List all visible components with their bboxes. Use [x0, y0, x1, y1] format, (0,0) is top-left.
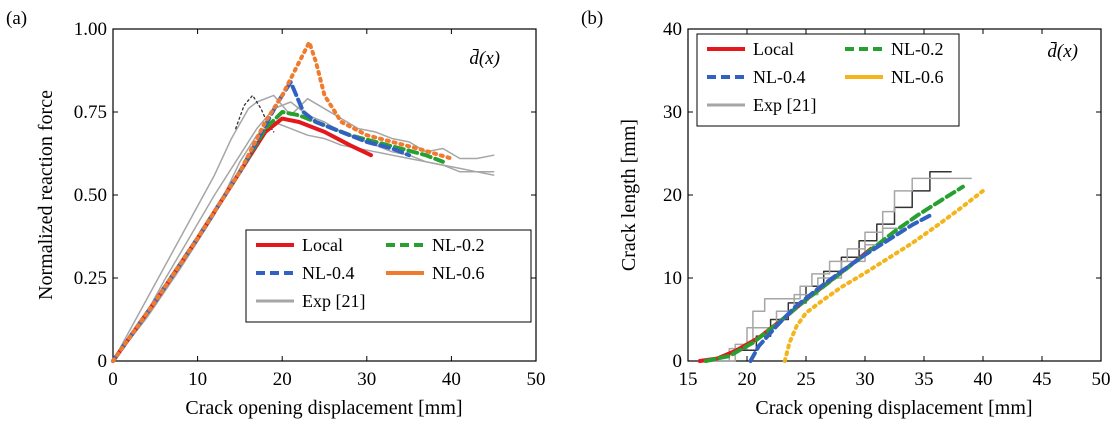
y-tick-label: 0 [98, 351, 108, 372]
panel-a: (a) d̄(x) Crack opening displacement [mm… [6, 8, 546, 419]
series-line-nl-0-4 [748, 212, 934, 363]
panel-b-ticks: 15 20 25 30 35 40 45 50 0 10 20 30 40 [663, 19, 1111, 390]
y-tick-label: 30 [663, 102, 682, 123]
panel-b-series [697, 171, 985, 363]
series-line-exp-21 [112, 94, 495, 362]
y-tick-label: 0.50 [74, 185, 107, 206]
panel-b-label: (b) [581, 8, 603, 29]
y-tick-label: 20 [663, 185, 682, 206]
panel-b-ylabel: Crack length [mm] [618, 119, 640, 271]
x-tick-label: 30 [357, 369, 376, 390]
panel-a-series [111, 40, 495, 363]
x-tick-label: 40 [974, 369, 993, 390]
panel-a-ylabel: Normalized reaction force [35, 90, 57, 300]
x-tick-label: 10 [188, 369, 207, 390]
y-tick-label: 0 [673, 351, 683, 372]
legend-label: NL-0.2 [891, 39, 944, 59]
legend-label: NL-0.2 [432, 235, 485, 255]
panel-a-annotation: d̄(x) [469, 48, 500, 69]
x-tick-label: 0 [108, 369, 118, 390]
series-line-nl-0-6 [111, 40, 454, 363]
x-tick-label: 25 [797, 369, 816, 390]
x-tick-label: 20 [273, 369, 292, 390]
x-tick-label: 40 [442, 369, 461, 390]
panel-a-label: (a) [6, 8, 27, 29]
x-tick-label: 35 [915, 369, 934, 390]
legend-label: NL-0.6 [432, 263, 485, 283]
legend-label: NL-0.4 [753, 67, 806, 87]
series-line-exp-21 [699, 177, 972, 362]
series-line-nl-0-2 [703, 184, 965, 363]
panel-a-ticks: 0 10 20 30 40 50 0 0.25 0.50 0.75 1.00 [74, 19, 546, 390]
legend-label: Local [302, 235, 343, 255]
legend-label: NL-0.6 [891, 67, 944, 87]
x-tick-label: 50 [527, 369, 546, 390]
legend-label: Exp [21] [302, 291, 365, 311]
x-tick-label: 30 [856, 369, 875, 390]
legend-label: NL-0.4 [302, 263, 355, 283]
panel-a-legend: Local NL-0.2 NL-0.4 NL-0.6 Exp [21] [245, 229, 532, 323]
panel-b-xlabel: Crack opening displacement [mm] [755, 397, 1032, 419]
legend-label: Local [753, 39, 794, 59]
series-line-local [697, 246, 873, 363]
x-tick-label: 20 [738, 369, 757, 390]
y-tick-label: 1.00 [74, 19, 107, 40]
panel-a-xlabel: Crack opening displacement [mm] [185, 397, 462, 419]
panel-b-legend: Local NL-0.2 NL-0.4 NL-0.6 Exp [21] [696, 33, 960, 127]
y-tick-label: 40 [663, 19, 682, 40]
x-tick-label: 45 [1033, 369, 1052, 390]
series-line-nl-0-6 [782, 188, 985, 363]
panel-b-annotation: d̄(x) [1047, 41, 1078, 62]
x-tick-label: 15 [679, 369, 698, 390]
y-tick-label: 0.25 [74, 268, 107, 289]
panel-b: (b) d̄(x) Crack opening displacement [mm… [581, 8, 1111, 419]
y-tick-label: 0.75 [74, 102, 107, 123]
x-tick-label: 50 [1092, 369, 1111, 390]
y-tick-label: 10 [663, 268, 682, 289]
legend-label: Exp [21] [753, 95, 816, 115]
